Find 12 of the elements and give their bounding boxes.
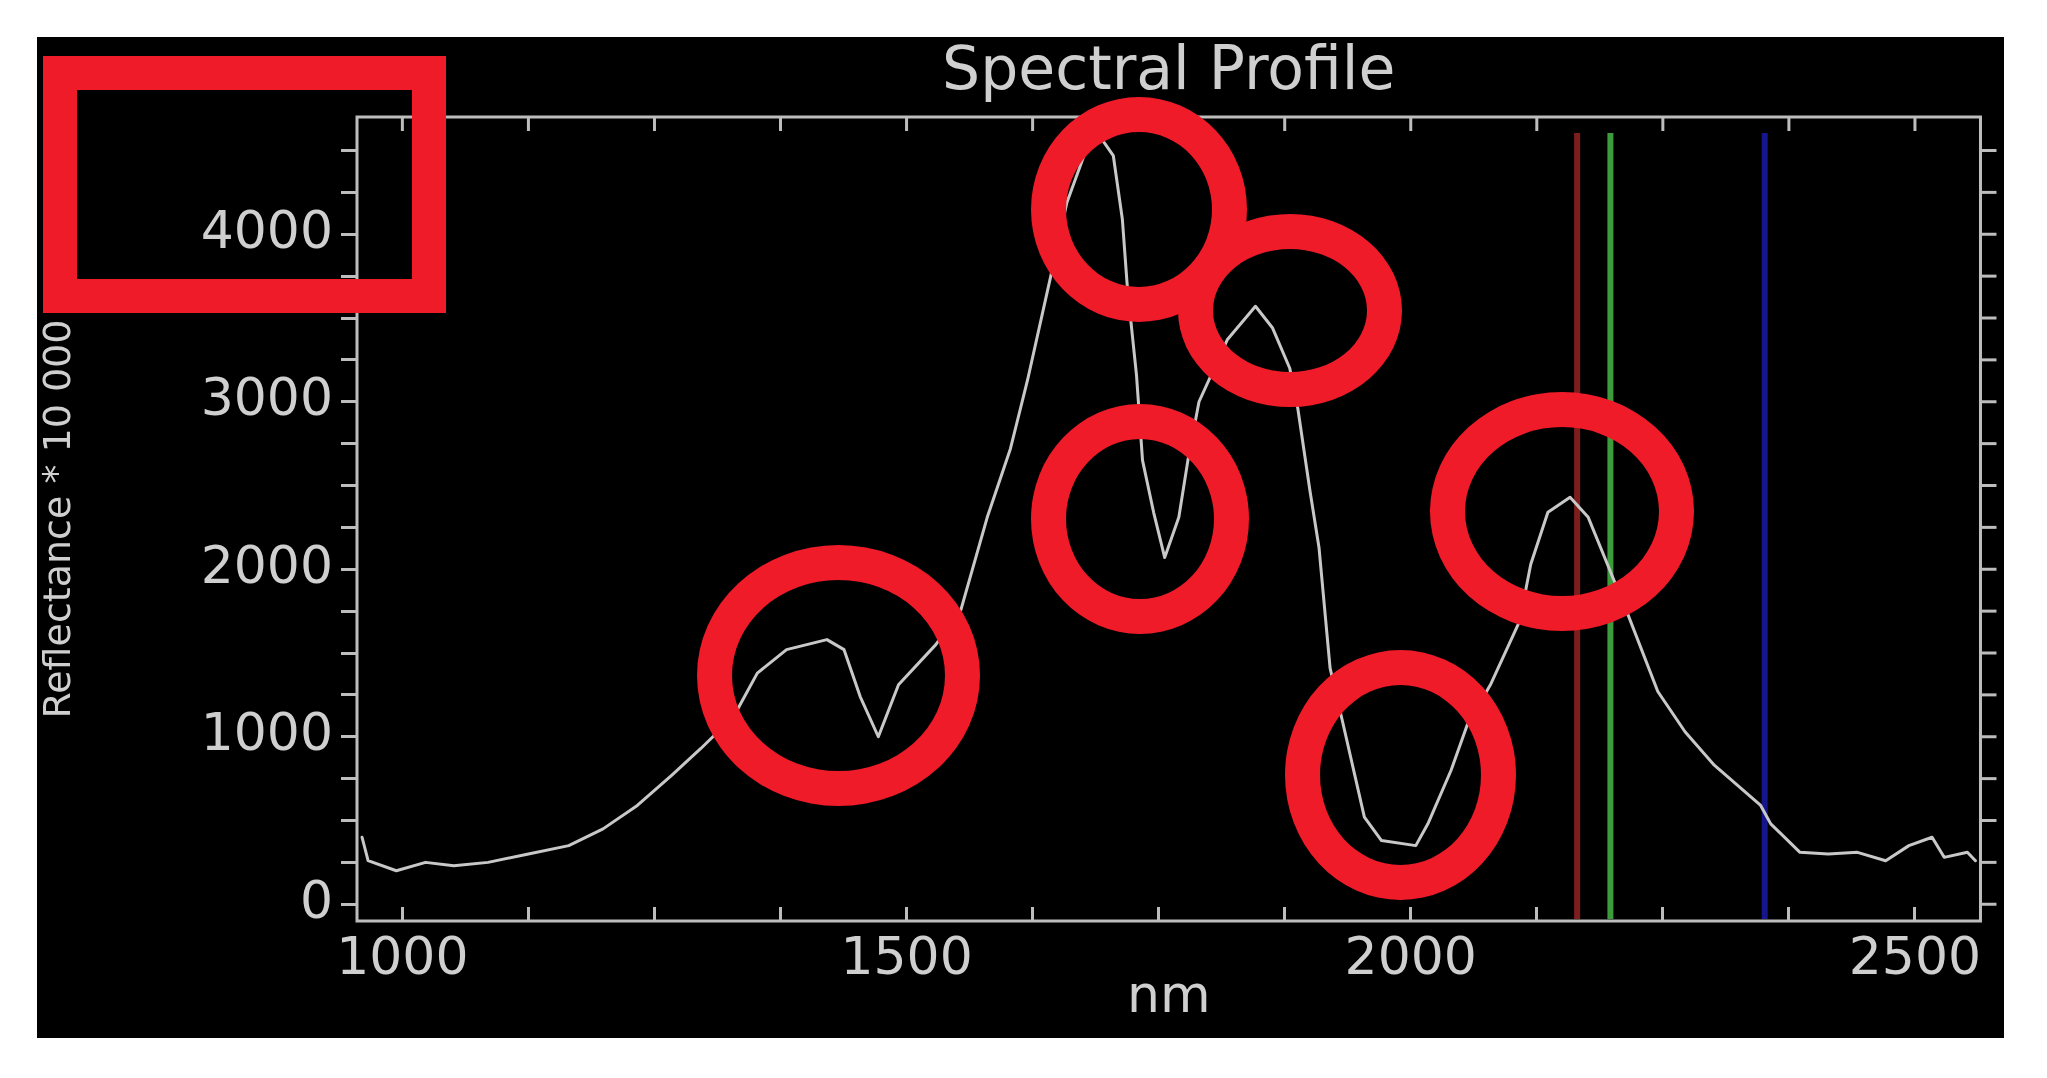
x-tick-label: 2000 [1344,925,1477,986]
x-tick-label: 1500 [840,925,973,986]
y-tick-label: 1000 [200,702,333,763]
x-tick-label: 2500 [1848,925,1982,986]
y-tick-label: 4000 [200,199,333,260]
y-tick-label: 2000 [200,534,333,595]
chart-title: Spectral Profile [942,32,1396,103]
x-axis-title: nm [1126,964,1211,1025]
x-tick-label: 1000 [336,925,469,986]
y-tick-label: 3000 [200,367,333,428]
y-axis-title: Reflectance * 10 000 [34,319,79,719]
y-tick-label: 0 [299,869,333,930]
